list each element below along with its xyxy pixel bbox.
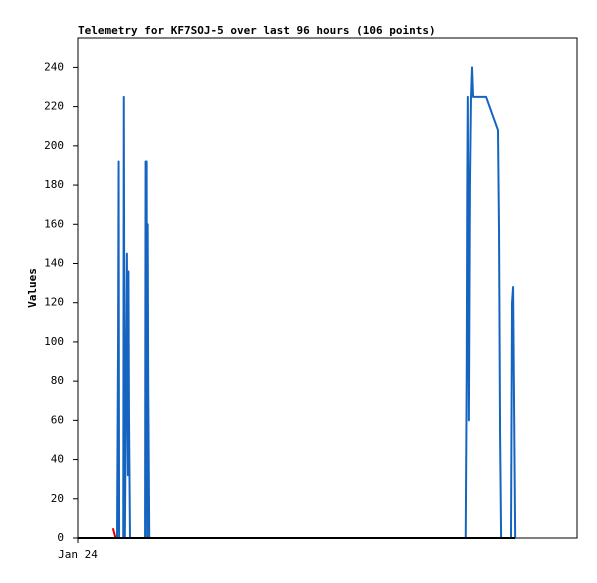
- chart-title: Telemetry for KF7SOJ-5 over last 96 hour…: [78, 24, 436, 37]
- y-tick-label: 0: [57, 531, 64, 544]
- y-tick-label: 60: [51, 413, 64, 426]
- y-tick-label: 160: [44, 217, 64, 230]
- y-tick-label: 240: [44, 60, 64, 73]
- y-tick-label: 200: [44, 139, 64, 152]
- y-tick-label: 220: [44, 100, 64, 113]
- y-tick-label: 80: [51, 374, 64, 387]
- series-line: [115, 66, 517, 539]
- y-tick-label: 40: [51, 453, 64, 466]
- y-tick-label: 180: [44, 178, 64, 191]
- y-axis-label: Values: [26, 268, 39, 308]
- x-tick-label: Jan 24: [58, 548, 98, 561]
- series-line: [111, 527, 117, 539]
- y-tick-label: 140: [44, 256, 64, 269]
- y-tick-label: 100: [44, 335, 64, 348]
- y-tick-label: 20: [51, 492, 64, 505]
- y-tick-label: 120: [44, 296, 64, 309]
